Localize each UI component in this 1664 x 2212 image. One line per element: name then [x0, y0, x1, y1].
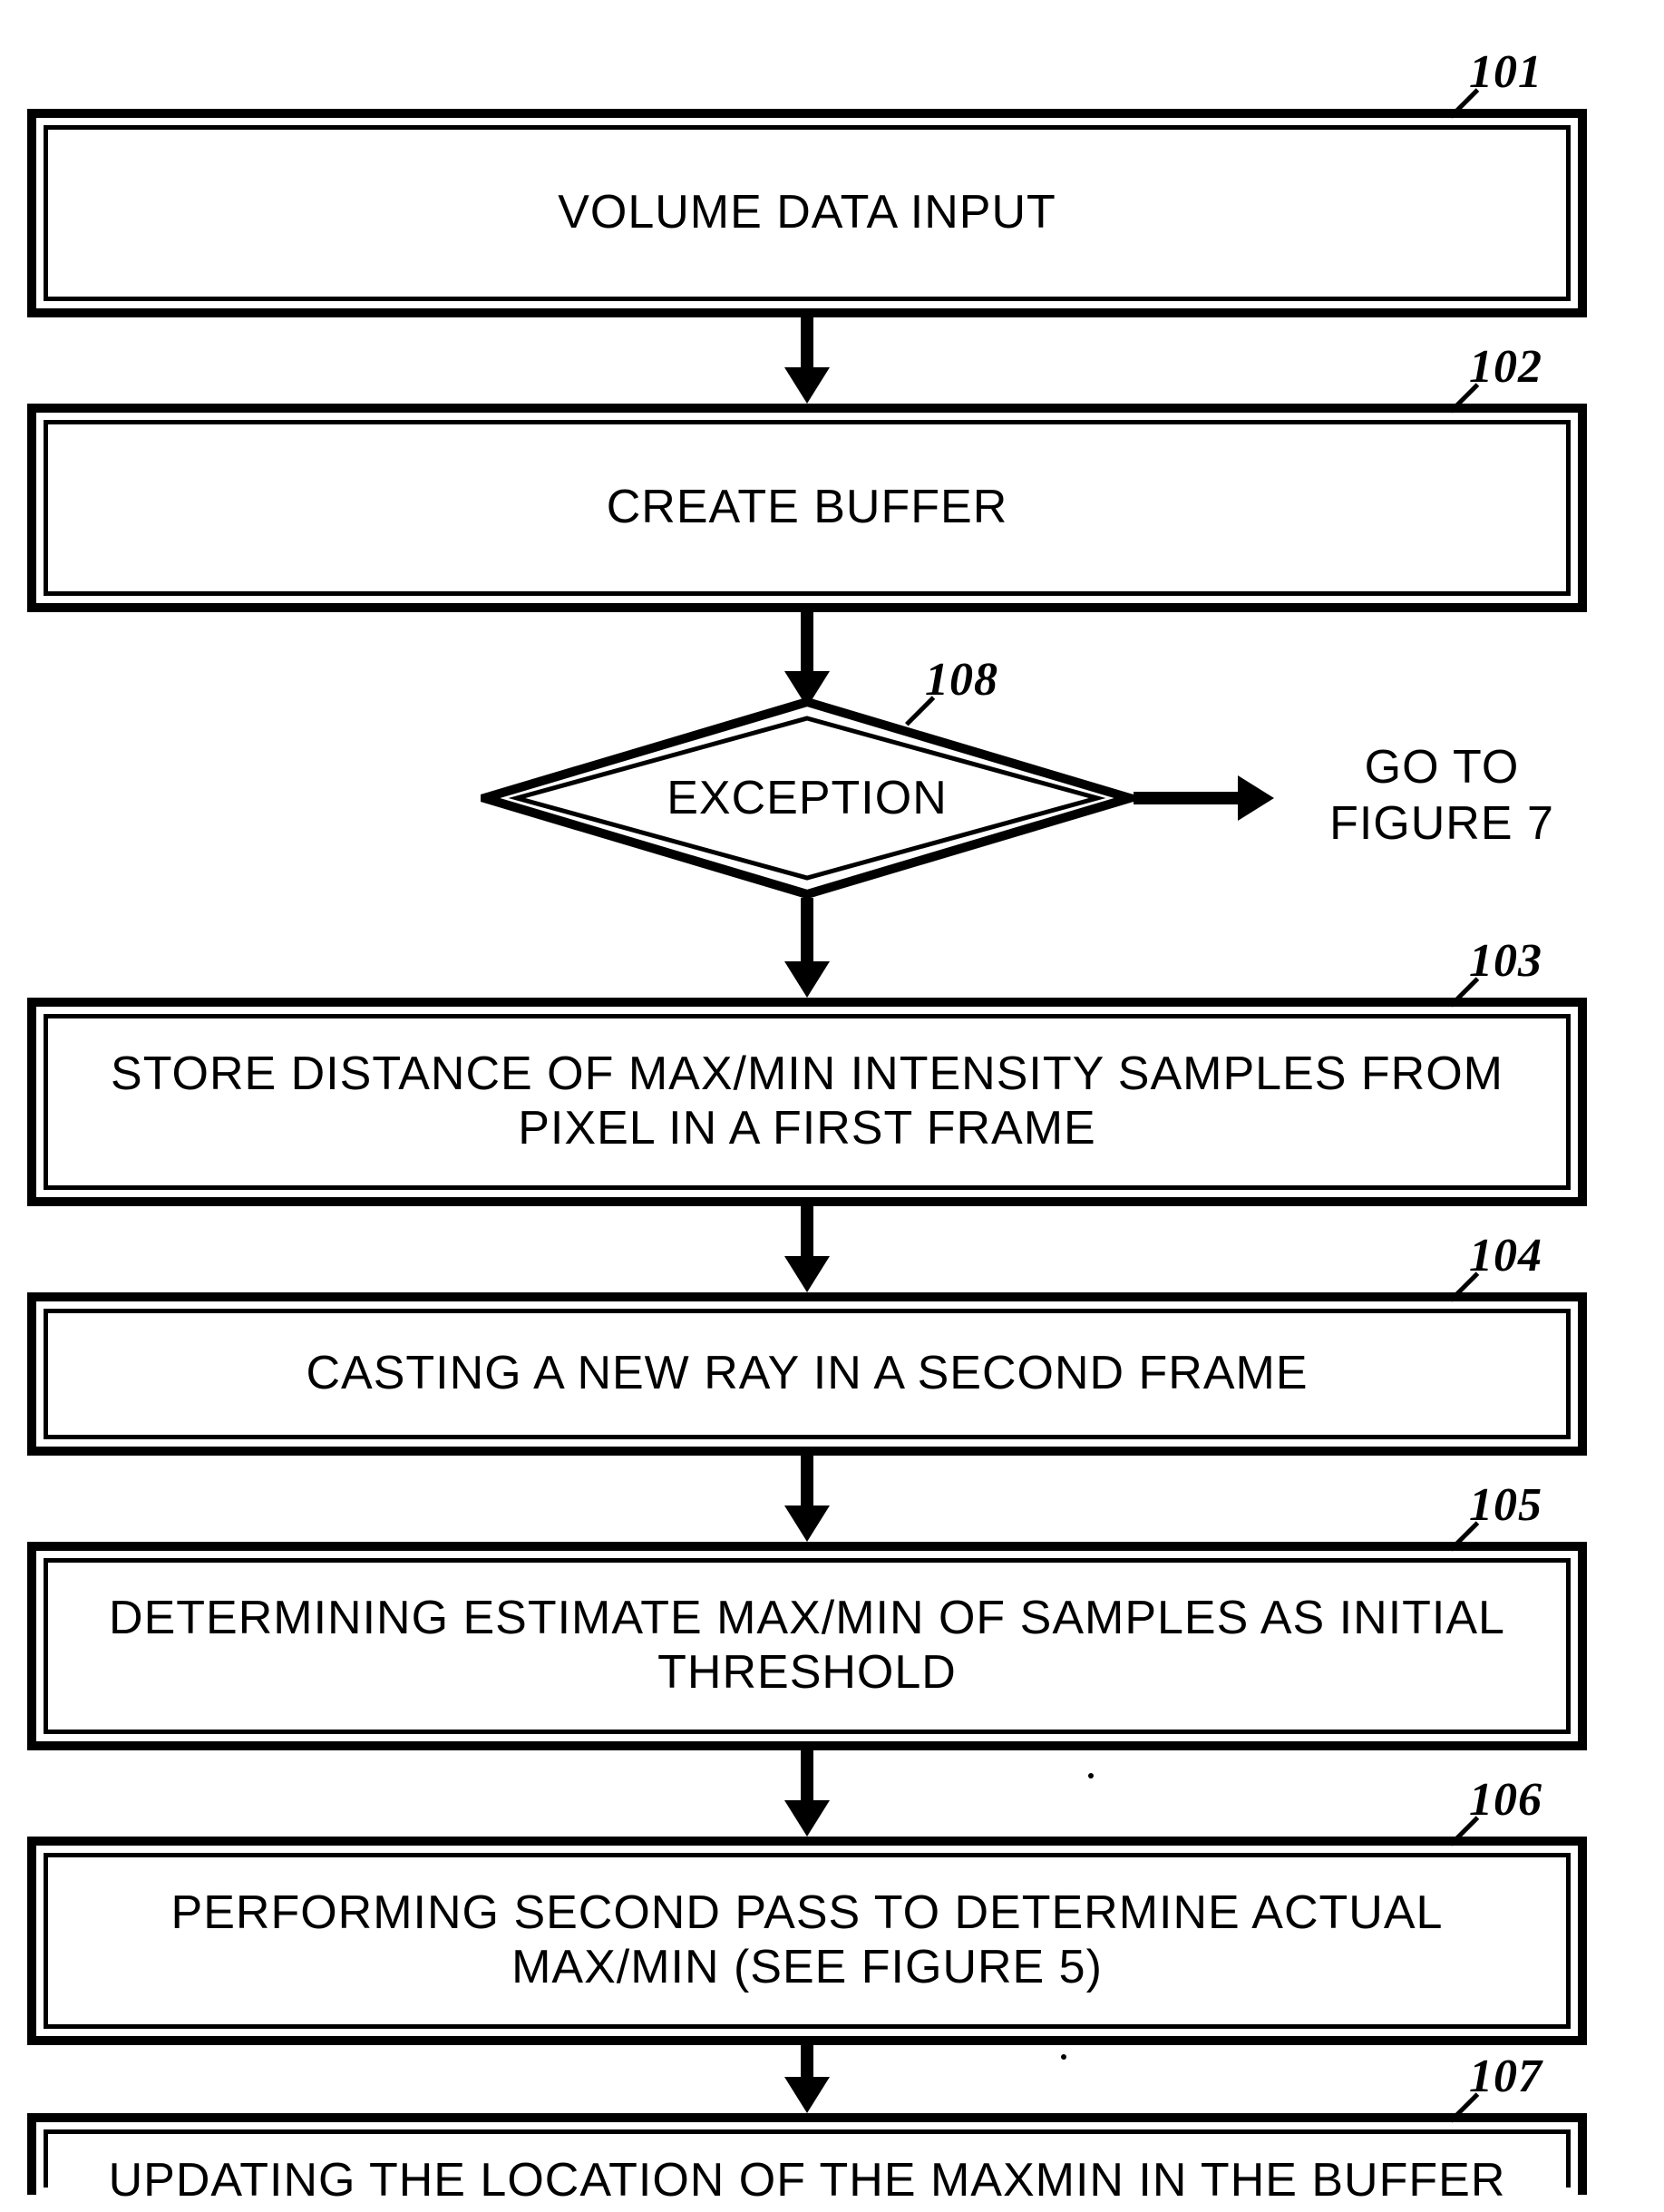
- process-box-101-label: VOLUME DATA INPUT: [503, 186, 1111, 240]
- process-box-104: CASTING A NEW RAY IN A SECOND FRAME: [27, 1292, 1587, 1456]
- process-box-103: STORE DISTANCE OF MAX/MIN INTENSITY SAMP…: [27, 998, 1587, 1206]
- arrow-108-103-head: [784, 961, 830, 998]
- arrow-106-107-head: [784, 2077, 830, 2113]
- arrow-101-102-line: [801, 317, 813, 372]
- arrow-106-107-line: [801, 2045, 813, 2081]
- process-box-101: VOLUME DATA INPUT: [27, 109, 1587, 317]
- process-box-107-label: UPDATING THE LOCATION OF THE MAXMIN IN T…: [54, 2154, 1561, 2208]
- arrow-108-103-line: [801, 898, 813, 966]
- scan-artifact-dot: [1088, 1773, 1094, 1778]
- process-box-103-label: STORE DISTANCE OF MAX/MIN INTENSITY SAMP…: [36, 1048, 1578, 1156]
- process-box-102-label: CREATE BUFFER: [552, 481, 1063, 535]
- process-box-104-label: CASTING A NEW RAY IN A SECOND FRAME: [251, 1347, 1362, 1401]
- ref-102: 102: [1469, 340, 1542, 394]
- process-box-102: CREATE BUFFER: [27, 404, 1587, 612]
- process-box-106-label: PERFORMING SECOND PASS TO DETERMINE ACTU…: [36, 1886, 1578, 1995]
- decision-diamond-108: EXCEPTION: [481, 698, 1134, 898]
- ref-106: 106: [1469, 1773, 1542, 1827]
- arrow-103-104-line: [801, 1206, 813, 1261]
- arrow-104-105-head: [784, 1506, 830, 1542]
- decision-diamond-108-label: EXCEPTION: [481, 771, 1134, 825]
- arrow-101-102-head: [784, 367, 830, 404]
- goto-line1: GO TO: [1288, 739, 1596, 795]
- ref-103: 103: [1469, 934, 1542, 988]
- arrow-108-goto-line: [1134, 792, 1242, 804]
- ref-108: 108: [925, 653, 998, 706]
- arrow-105-106-head: [784, 1800, 830, 1837]
- arrow-104-105-line: [801, 1456, 813, 1510]
- ref-105: 105: [1469, 1478, 1542, 1532]
- ref-104: 104: [1469, 1229, 1542, 1282]
- arrow-105-106-line: [801, 1750, 813, 1805]
- arrow-108-goto-head: [1238, 775, 1274, 821]
- goto-text: GO TO FIGURE 7: [1288, 739, 1596, 853]
- process-box-107: UPDATING THE LOCATION OF THE MAXMIN IN T…: [27, 2113, 1587, 2195]
- scan-artifact-dot: [1061, 2054, 1066, 2060]
- process-box-105-label: DETERMINING ESTIMATE MAX/MIN OF SAMPLES …: [36, 1592, 1578, 1700]
- arrow-102-108-line: [801, 612, 813, 676]
- arrow-103-104-head: [784, 1256, 830, 1292]
- ref-101: 101: [1469, 45, 1542, 99]
- ref-107: 107: [1469, 2050, 1542, 2103]
- flowchart-canvas: VOLUME DATA INPUT 101 CREATE BUFFER 102 …: [0, 0, 1664, 2212]
- goto-line2: FIGURE 7: [1288, 795, 1596, 852]
- process-box-105: DETERMINING ESTIMATE MAX/MIN OF SAMPLES …: [27, 1542, 1587, 1750]
- process-box-106: PERFORMING SECOND PASS TO DETERMINE ACTU…: [27, 1837, 1587, 2045]
